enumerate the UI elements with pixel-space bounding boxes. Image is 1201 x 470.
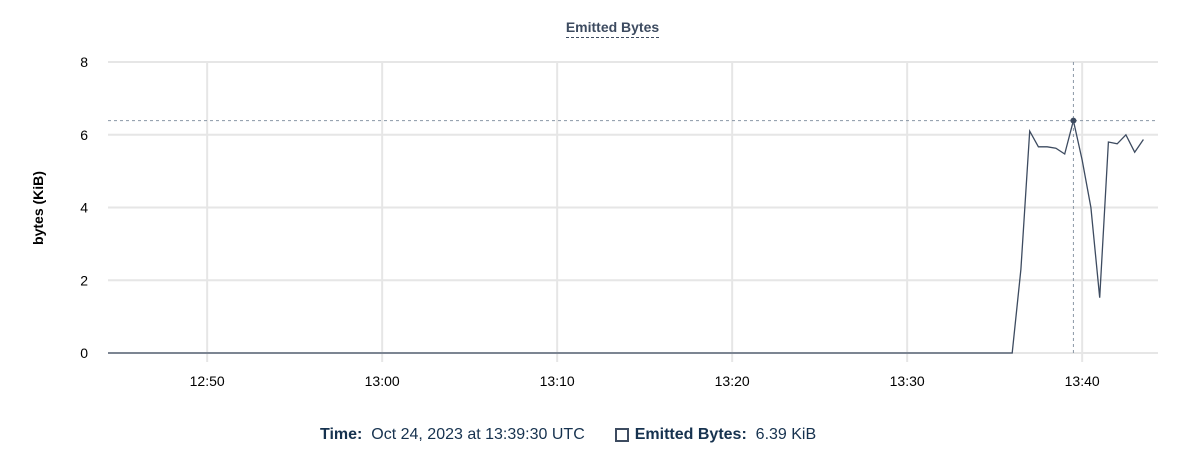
y-tick-label: 4: [80, 200, 88, 216]
hover-point: [1070, 117, 1077, 124]
y-tick-label: 8: [80, 54, 88, 70]
y-tick-label: 6: [80, 127, 88, 143]
y-tick-label: 0: [80, 345, 88, 361]
x-tick-label: 13:40: [1065, 373, 1100, 389]
x-tick-label: 13:10: [540, 373, 575, 389]
tooltip-legend: Time: Oct 24, 2023 at 13:39:30 UTC Emitt…: [320, 426, 816, 444]
x-tick-label: 13:20: [715, 373, 750, 389]
series-line: [108, 120, 1144, 354]
series-label: Emitted Bytes:: [634, 426, 747, 443]
x-tick-label: 13:30: [890, 373, 925, 389]
x-tick-label: 12:50: [190, 373, 225, 389]
series-toggle-checkbox[interactable]: [614, 428, 629, 442]
series-value: 6.39 KiB: [755, 426, 817, 443]
chart-title-wrap: Emitted Bytes: [0, 19, 1201, 38]
time-label: Time:: [320, 426, 363, 443]
x-tick-label: 13:00: [365, 373, 400, 389]
y-axis-label: bytes (KiB): [30, 171, 46, 245]
time-value: Oct 24, 2023 at 13:39:30 UTC: [371, 426, 585, 443]
y-tick-label: 2: [80, 272, 88, 288]
chart-title[interactable]: Emitted Bytes: [565, 19, 660, 38]
